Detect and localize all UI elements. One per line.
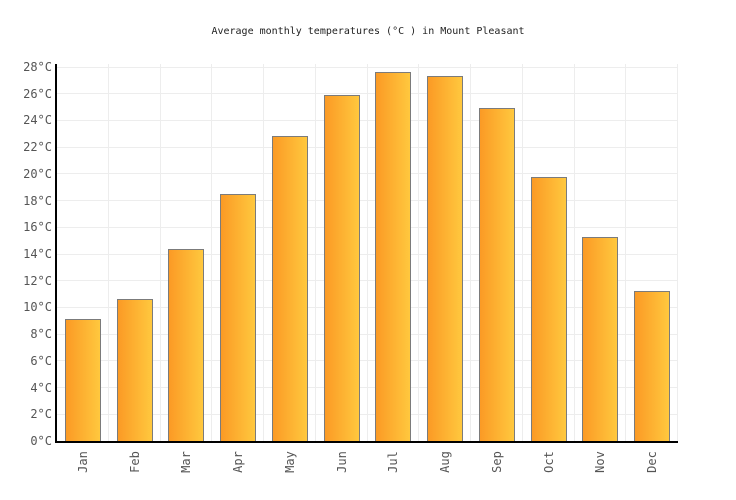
- bar-dec: [634, 291, 671, 441]
- v-gridline: [470, 64, 471, 441]
- v-gridline: [366, 64, 368, 441]
- y-tick-label: 24°C: [23, 113, 52, 128]
- h-gridline: [57, 66, 678, 68]
- bar-sep: [478, 108, 515, 441]
- y-tick-label: 28°C: [23, 60, 52, 74]
- bar-jul: [375, 72, 412, 441]
- v-gridline: [521, 64, 523, 441]
- y-tick-label: 4°C: [30, 380, 52, 395]
- h-gridline: [57, 200, 678, 202]
- h-gridline: [57, 173, 678, 175]
- h-gridline: [57, 146, 678, 148]
- v-gridline: [159, 64, 161, 441]
- bar-oct: [530, 176, 567, 441]
- bar-apr: [220, 193, 257, 441]
- y-tick-label: 22°C: [23, 140, 52, 155]
- bar-jan: [64, 319, 101, 441]
- x-tick-label-feb: Feb: [127, 451, 142, 473]
- y-tick-label: 14°C: [23, 247, 52, 261]
- x-tick-label-jan: Jan: [75, 451, 90, 473]
- y-tick-label: 0°C: [30, 434, 52, 448]
- bar-aug: [427, 76, 464, 441]
- y-tick-label: 10°C: [23, 300, 52, 315]
- bar-may: [271, 136, 308, 441]
- v-gridline: [211, 64, 213, 441]
- v-gridline: [418, 64, 420, 441]
- v-gridline: [573, 64, 575, 441]
- chart-title: Average monthly temperatures (°C ) in Mo…: [211, 26, 525, 37]
- y-tick-label: 20°C: [23, 166, 52, 181]
- y-tick-label: 12°C: [23, 273, 52, 288]
- bar-mar: [168, 248, 205, 441]
- x-tick-label-apr: Apr: [231, 451, 246, 473]
- x-tick-label-may: May: [282, 451, 297, 473]
- v-gridline: [263, 64, 264, 441]
- x-tick-label-jun: Jun: [334, 451, 349, 473]
- h-gridline: [57, 119, 678, 121]
- v-gridline: [314, 64, 316, 441]
- y-tick-label: 6°C: [30, 353, 52, 368]
- bar-feb: [116, 299, 153, 441]
- y-tick-label: 2°C: [30, 407, 52, 422]
- y-tick-label: 8°C: [30, 327, 52, 342]
- v-gridline: [677, 64, 678, 441]
- v-gridline: [107, 64, 109, 441]
- v-gridline: [625, 64, 627, 441]
- bar-jun: [323, 95, 360, 441]
- y-tick-label: 18°C: [23, 193, 52, 208]
- h-gridline: [57, 226, 678, 228]
- plot-area: [55, 64, 678, 443]
- x-tick-label-aug: Aug: [438, 451, 453, 473]
- y-tick-label: 26°C: [23, 86, 52, 101]
- x-tick-label-jul: Jul: [386, 451, 401, 473]
- bar-nov: [582, 236, 619, 441]
- h-gridline: [57, 93, 678, 95]
- x-tick-label-sep: Sep: [489, 451, 504, 473]
- x-tick-label-dec: Dec: [645, 451, 660, 473]
- x-tick-label-mar: Mar: [179, 451, 194, 473]
- x-tick-label-oct: Oct: [541, 451, 556, 473]
- y-tick-label: 16°C: [23, 220, 52, 235]
- x-tick-label-nov: Nov: [593, 451, 608, 473]
